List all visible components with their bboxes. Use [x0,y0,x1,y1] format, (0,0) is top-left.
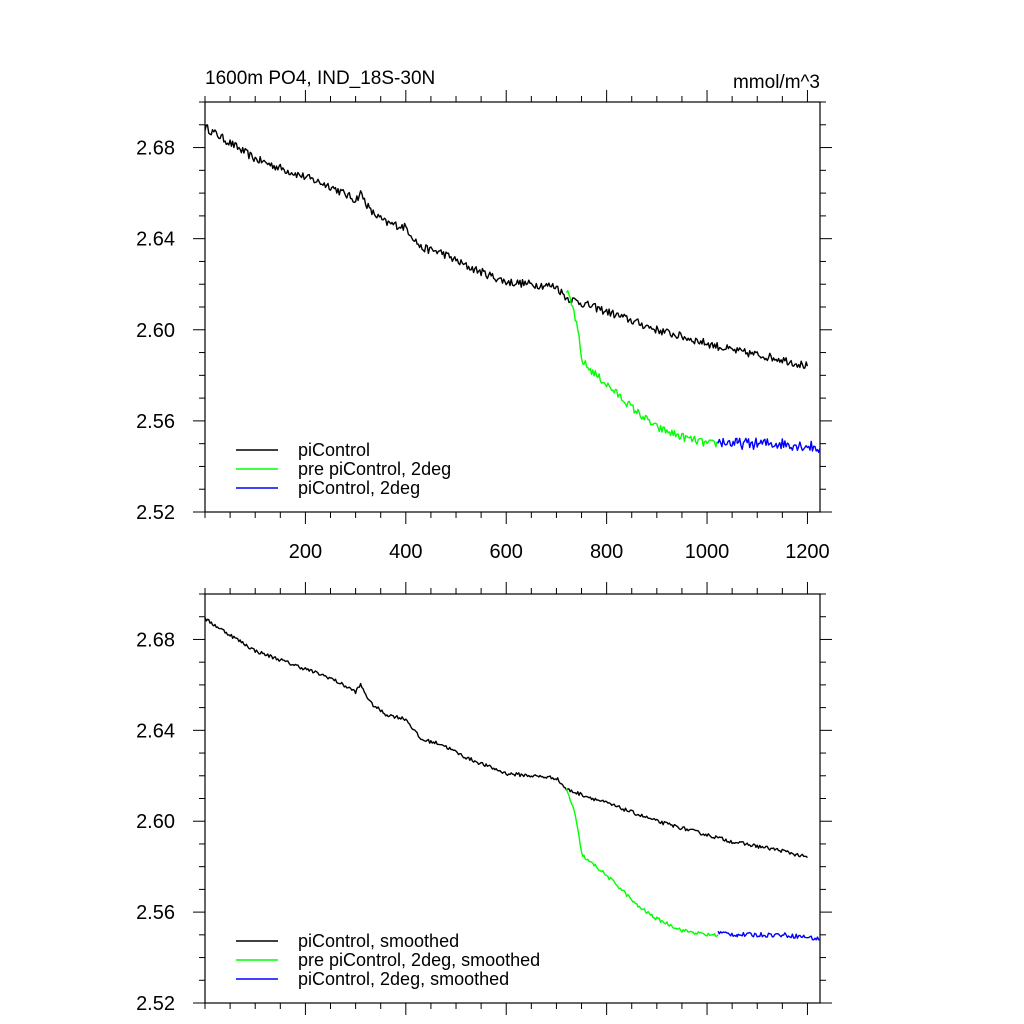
top-plot-panel: 200 400 600 800 1000 1200 2.52 2.56 2.60 2.64 2.68… [136,90,832,563]
x-tick-label: 1200 [785,541,830,563]
series-line-2 [717,930,821,941]
series-line-0 [204,617,808,859]
x-tick-label: 600 [490,541,523,563]
x-tick-label: 800 [590,541,623,563]
series-line-1 [565,290,719,448]
x-tick-label: 1000 [685,541,730,563]
y-tick-label: 2.68 [136,138,175,160]
series-line-1 [565,788,719,938]
legend-label: piControl, smoothed [298,931,459,951]
x-tick-label: 400 [389,541,422,563]
chart-title: 1600m PO4, IND_18S-30N [205,68,435,89]
legend-label: piControl, 2deg [298,478,420,498]
y-tick-label: 2.56 [136,411,175,433]
y-tick-label: 2.56 [136,902,175,924]
chart-units: mmol/m^3 [733,72,820,93]
y-tick-label: 2.52 [136,502,175,524]
legend-label: piControl, 2deg, smoothed [298,969,509,989]
y-tick-label: 2.64 [136,720,175,742]
y-tick-label: 2.60 [136,811,175,833]
series-line-2 [717,437,821,453]
legend-label: piControl [298,440,370,460]
y-tick-label: 2.64 [136,229,175,251]
legend-label: pre piControl, 2deg [298,459,451,479]
x-tick-label: 200 [289,541,322,563]
series-line-0 [204,124,809,369]
y-tick-label: 2.68 [136,629,175,651]
y-tick-label: 2.52 [136,993,175,1015]
legend-label: pre piControl, 2deg, smoothed [298,950,540,970]
y-tick-label: 2.60 [136,320,175,342]
